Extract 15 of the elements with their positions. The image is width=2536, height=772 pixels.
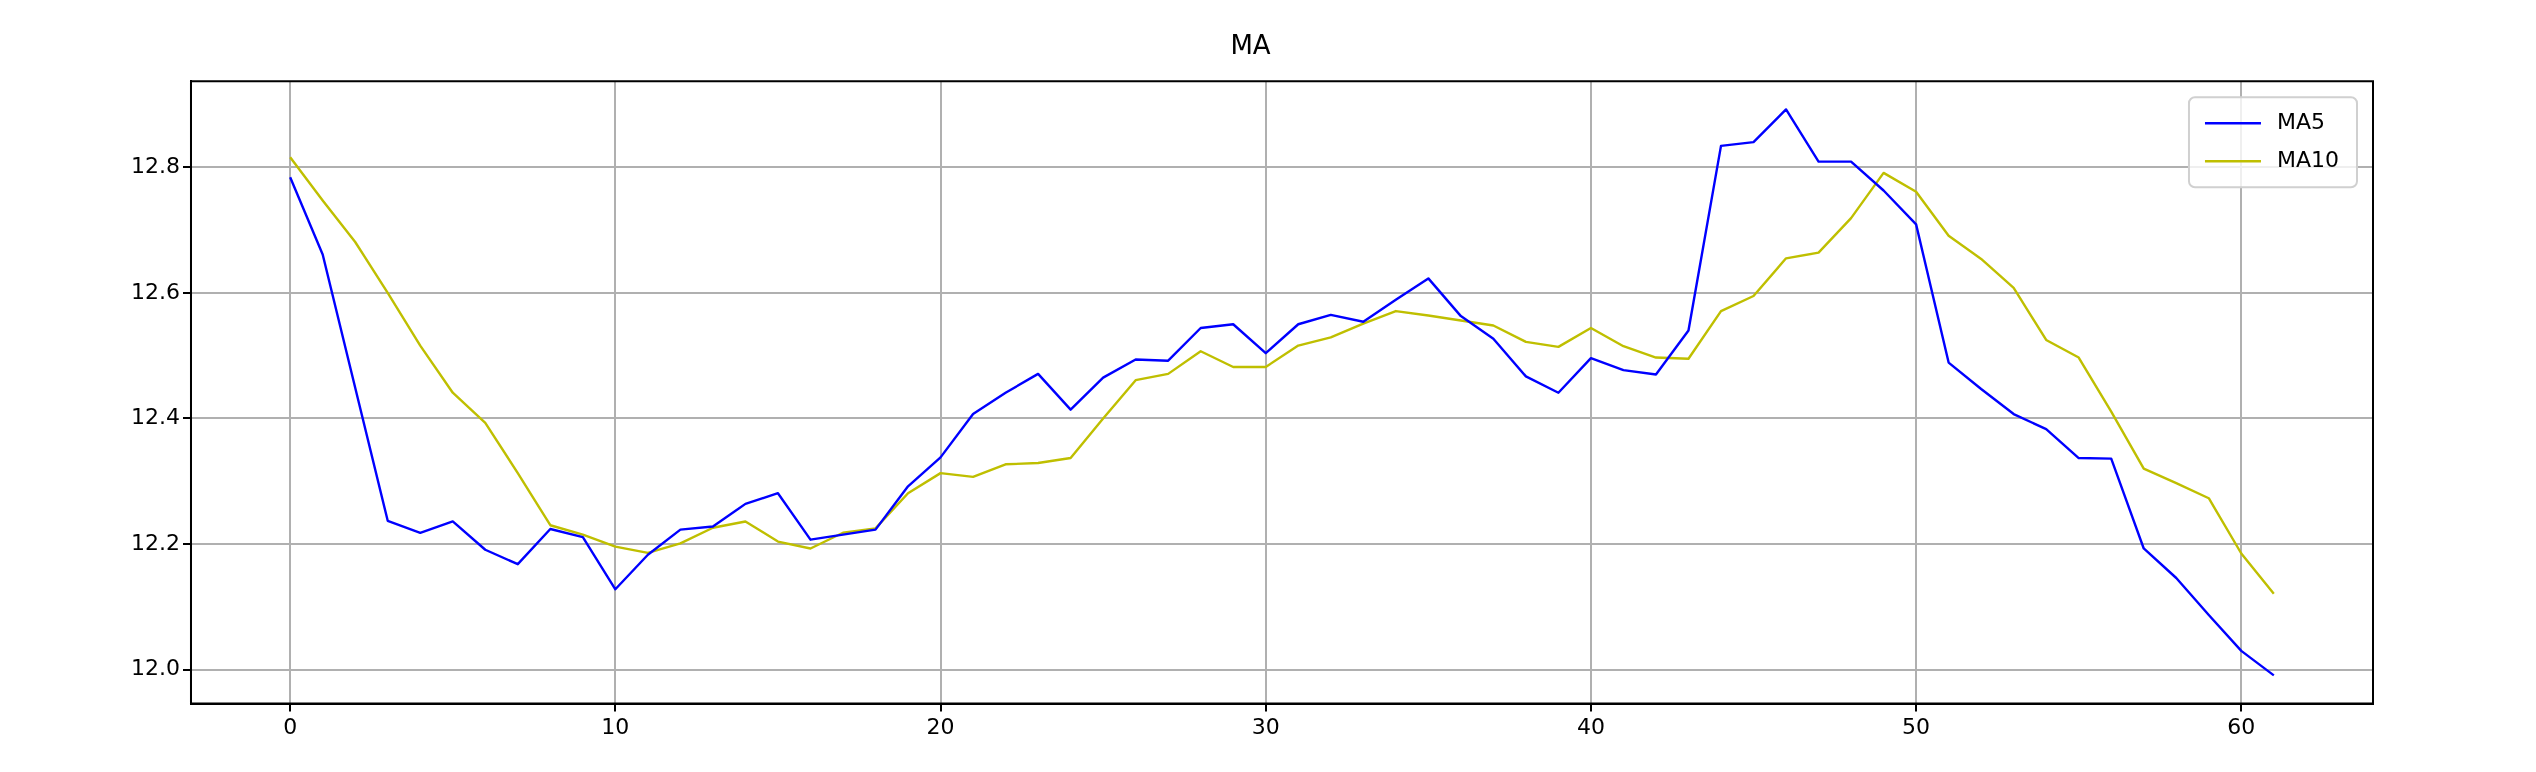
legend-label: MA10 bbox=[2276, 146, 2340, 172]
x-tick-label: 40 bbox=[1576, 713, 1605, 739]
y-tick-label: 12.4 bbox=[131, 404, 180, 430]
x-tick-label: 10 bbox=[601, 713, 630, 739]
y-tick-label: 12.6 bbox=[131, 278, 180, 304]
x-tick-label: 30 bbox=[1251, 713, 1280, 739]
y-tick-label: 12.2 bbox=[131, 529, 180, 555]
chart-title: MA bbox=[1230, 30, 1271, 61]
x-tick-label: 50 bbox=[1902, 713, 1931, 739]
x-tick-label: 20 bbox=[926, 713, 955, 739]
x-tick-label: 0 bbox=[283, 713, 298, 739]
legend-label: MA5 bbox=[2276, 108, 2326, 134]
y-tick-label: 12.0 bbox=[131, 655, 180, 681]
y-tick-label: 12.8 bbox=[131, 152, 180, 178]
x-tick-label: 60 bbox=[2227, 713, 2256, 739]
